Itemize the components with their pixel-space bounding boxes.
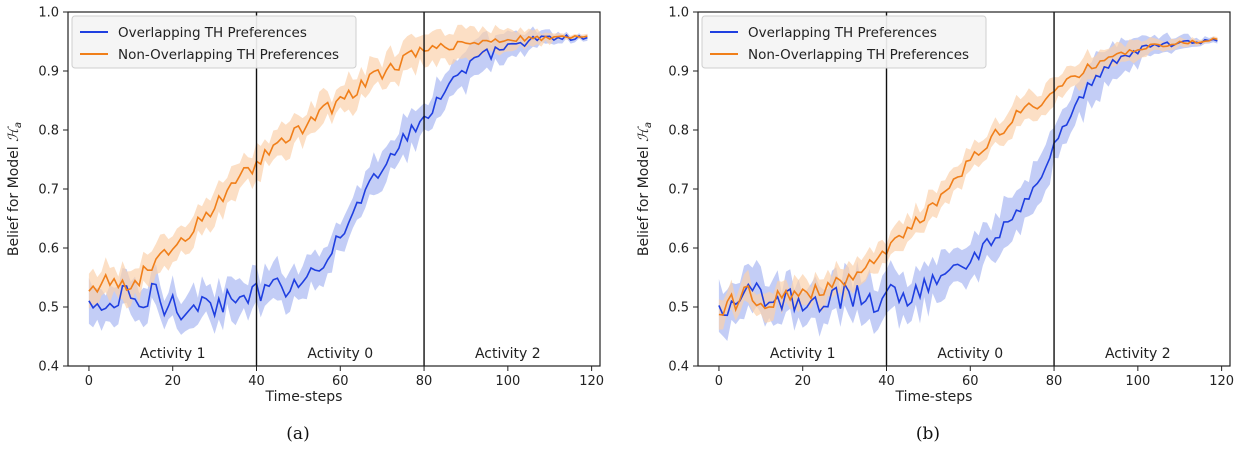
region-label-2: Activity 2 bbox=[1105, 346, 1171, 362]
region-label-1: Activity 0 bbox=[307, 346, 373, 362]
chart-a: Activity 1 Activity 0 Activity 2 0 20 40 60 80 1… bbox=[6, 6, 604, 406]
x-tick-label: 60 bbox=[962, 374, 979, 389]
x-tick-label: 20 bbox=[794, 374, 811, 389]
legend: Overlapping TH Preferences Non-Overlappin… bbox=[701, 15, 987, 69]
y-tick-label: 0.8 bbox=[668, 124, 689, 139]
caption-b: (b) bbox=[915, 424, 941, 444]
y-axis-label: Belief for Model ℋa bbox=[636, 122, 654, 256]
caption-a: (a) bbox=[286, 424, 310, 444]
y-tick-label: 0.6 bbox=[38, 242, 59, 257]
region-label-1: Activity 0 bbox=[937, 346, 1003, 362]
y-tick-label: 0.4 bbox=[38, 360, 59, 375]
y-axis-label: Belief for Model ℋa bbox=[6, 122, 24, 256]
legend: Overlapping TH Preferences Non-Overlappin… bbox=[71, 15, 357, 69]
x-tick-label: 80 bbox=[416, 374, 433, 389]
y-tick-label: 0.5 bbox=[38, 301, 59, 316]
x-tick-label: 100 bbox=[495, 374, 520, 389]
x-tick-label: 120 bbox=[579, 374, 604, 389]
confidence-band-series-1 bbox=[88, 24, 588, 309]
x-tick-label: 120 bbox=[1209, 374, 1234, 389]
y-tick-label: 0.7 bbox=[38, 183, 59, 198]
x-tick-label: 0 bbox=[85, 374, 93, 389]
legend-box bbox=[701, 15, 987, 69]
x-tick-label: 100 bbox=[1125, 374, 1150, 389]
x-tick-label: 80 bbox=[1046, 374, 1063, 389]
legend-label-0: Overlapping TH Preferences bbox=[748, 25, 937, 41]
series-line-1 bbox=[88, 34, 588, 294]
y-tick-label: 0.6 bbox=[668, 242, 689, 257]
series-line-0 bbox=[88, 33, 588, 321]
region-label-0: Activity 1 bbox=[140, 346, 206, 362]
legend-label-1: Non-Overlapping TH Preferences bbox=[748, 47, 969, 63]
region-label-0: Activity 1 bbox=[770, 346, 836, 362]
chart-panel-a: Activity 1 Activity 0 Activity 2 0 20 40 60 80 1… bbox=[0, 0, 610, 425]
x-tick-label: 20 bbox=[164, 374, 181, 389]
confidence-band-series-1 bbox=[718, 36, 1218, 330]
chart-panel-b: Activity 1 Activity 0 Activity 2 0 20 40 60 80 1… bbox=[630, 0, 1239, 425]
x-axis-label: Time-steps bbox=[265, 389, 343, 405]
y-tick-label: 1.0 bbox=[38, 6, 59, 21]
y-tick-label: 0.4 bbox=[668, 360, 689, 375]
series-line-1 bbox=[718, 37, 1218, 316]
region-label-2: Activity 2 bbox=[475, 346, 541, 362]
y-tick-label: 0.9 bbox=[668, 65, 689, 80]
y-tick-label: 0.7 bbox=[668, 183, 689, 198]
x-tick-label: 0 bbox=[715, 374, 723, 389]
y-tick-label: 0.9 bbox=[38, 65, 59, 80]
chart-b: Activity 1 Activity 0 Activity 2 0 20 40 60 80 1… bbox=[636, 6, 1234, 406]
legend-box bbox=[71, 15, 357, 69]
x-tick-label: 60 bbox=[332, 374, 349, 389]
x-tick-label: 40 bbox=[248, 374, 265, 389]
x-tick-label: 40 bbox=[878, 374, 895, 389]
y-tick-label: 1.0 bbox=[668, 6, 689, 21]
x-axis-label: Time-steps bbox=[895, 389, 973, 405]
legend-label-1: Non-Overlapping TH Preferences bbox=[118, 47, 339, 63]
y-tick-label: 0.8 bbox=[38, 124, 59, 139]
legend-label-0: Overlapping TH Preferences bbox=[118, 25, 307, 41]
y-tick-label: 0.5 bbox=[668, 301, 689, 316]
